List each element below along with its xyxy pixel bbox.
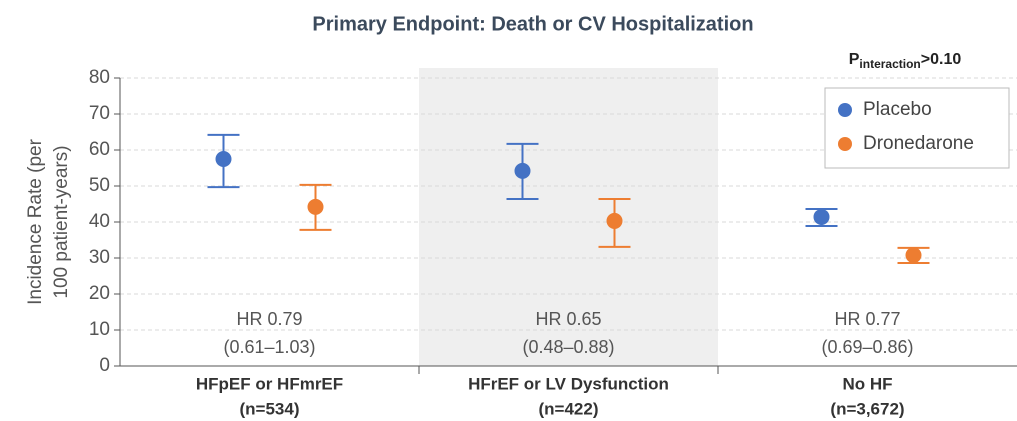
legend-marker (838, 137, 852, 151)
legend-label: Placebo (863, 99, 932, 120)
chart-title: Primary Endpoint: Death or CV Hospitaliz… (312, 13, 753, 35)
y-tick-label: 30 (89, 247, 110, 268)
y-tick-label: 70 (89, 103, 110, 124)
y-axis-label: Incidence Rate (per (25, 138, 46, 304)
hr-ci-label: (0.61–1.03) (223, 337, 315, 357)
x-tick-sublabel: (n=3,672) (830, 399, 904, 418)
y-tick-label: 0 (99, 355, 110, 376)
x-tick-sublabel: (n=534) (240, 399, 300, 418)
x-tick-label: HFpEF or HFmrEF (196, 374, 343, 393)
x-tick-sublabel: (n=422) (539, 399, 599, 418)
y-tick-label: 10 (89, 319, 110, 340)
p-sub: interaction (859, 57, 920, 71)
y-axis-label: 100 patient-years) (51, 145, 72, 298)
legend-box (824, 87, 1010, 169)
dot (813, 208, 830, 225)
hr-label: HR 0.65 (535, 309, 601, 329)
y-tick-label: 80 (89, 67, 110, 88)
y-tick-label: 60 (89, 139, 110, 160)
hr-ci-label: (0.69–0.86) (821, 337, 913, 357)
hr-label: HR 0.79 (236, 309, 302, 329)
x-tick-label: HFrEF or LV Dysfunction (468, 374, 669, 393)
y-tick-label: 50 (89, 175, 110, 196)
legend-marker (838, 103, 852, 117)
hr-label: HR 0.77 (834, 309, 900, 329)
dot (307, 198, 324, 215)
y-tick-label: 20 (89, 283, 110, 304)
shaded-band (419, 68, 718, 366)
p-main: P (849, 51, 860, 68)
p-rest: >0.10 (921, 51, 962, 68)
x-tick-label: No HF (842, 374, 892, 393)
hr-ci-label: (0.48–0.88) (522, 337, 614, 357)
dot (215, 151, 232, 167)
dot (905, 247, 922, 264)
dot (606, 212, 623, 229)
y-tick-label: 40 (89, 211, 110, 232)
p-interaction: Pinteraction>0.10 (849, 51, 962, 71)
dot (514, 162, 531, 179)
legend-label: Dronedarone (863, 133, 974, 154)
